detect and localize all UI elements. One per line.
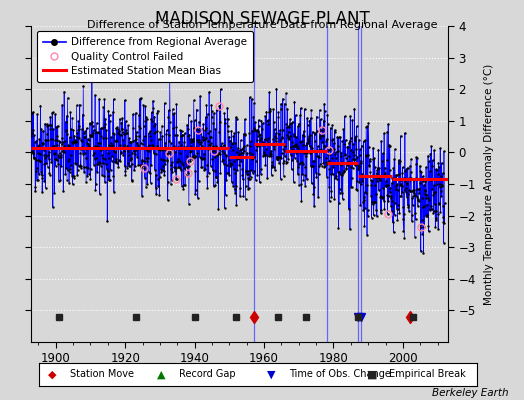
Text: MADISON SEWAGE PLANT: MADISON SEWAGE PLANT (155, 10, 369, 28)
Text: Station Move: Station Move (70, 370, 134, 379)
Text: ■: ■ (367, 370, 378, 379)
Text: Difference of Station Temperature Data from Regional Average: Difference of Station Temperature Data f… (87, 20, 437, 30)
Text: Record Gap: Record Gap (179, 370, 236, 379)
Text: Time of Obs. Change: Time of Obs. Change (289, 370, 390, 379)
Text: Berkeley Earth: Berkeley Earth (432, 388, 508, 398)
Y-axis label: Monthly Temperature Anomaly Difference (°C): Monthly Temperature Anomaly Difference (… (484, 63, 494, 305)
Legend: Difference from Regional Average, Quality Control Failed, Estimated Station Mean: Difference from Regional Average, Qualit… (37, 31, 253, 82)
Text: ▲: ▲ (157, 370, 166, 379)
Text: ▼: ▼ (267, 370, 275, 379)
Text: Empirical Break: Empirical Break (389, 370, 466, 379)
Text: ◆: ◆ (48, 370, 57, 379)
